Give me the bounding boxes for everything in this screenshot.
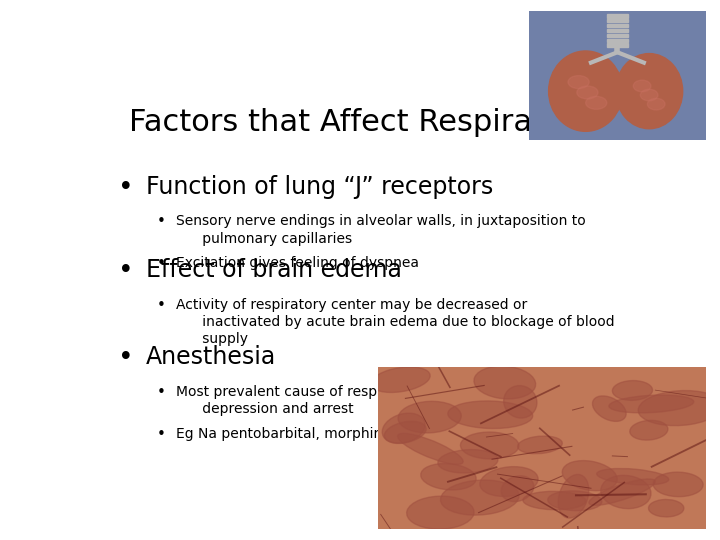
Ellipse shape — [638, 390, 720, 426]
Ellipse shape — [448, 401, 533, 429]
Ellipse shape — [577, 86, 598, 99]
Text: •: • — [157, 427, 166, 442]
Text: •: • — [118, 258, 133, 284]
Ellipse shape — [382, 413, 425, 443]
Ellipse shape — [474, 366, 536, 399]
Bar — [607, 14, 628, 17]
Ellipse shape — [634, 80, 651, 92]
Bar — [607, 24, 628, 28]
FancyBboxPatch shape — [524, 7, 711, 144]
Ellipse shape — [640, 89, 658, 101]
Text: Activity of respiratory center may be decreased or
      inactivated by acute br: Activity of respiratory center may be de… — [176, 298, 615, 346]
Ellipse shape — [613, 381, 652, 400]
Ellipse shape — [407, 496, 474, 529]
Ellipse shape — [558, 475, 589, 518]
Text: •: • — [157, 298, 166, 313]
Bar — [607, 43, 628, 47]
Ellipse shape — [518, 436, 562, 454]
Ellipse shape — [501, 476, 534, 502]
Ellipse shape — [461, 432, 519, 459]
Ellipse shape — [600, 475, 651, 509]
Ellipse shape — [609, 395, 694, 413]
Ellipse shape — [647, 98, 665, 110]
Ellipse shape — [589, 479, 655, 505]
Ellipse shape — [630, 420, 668, 440]
Bar — [607, 38, 628, 42]
Ellipse shape — [549, 51, 623, 131]
Ellipse shape — [653, 472, 703, 497]
Text: •: • — [157, 385, 166, 400]
Ellipse shape — [397, 434, 463, 464]
Bar — [607, 19, 628, 23]
Ellipse shape — [548, 491, 602, 511]
Text: Sensory nerve endings in alveolar walls, in juxtaposition to
      pulmonary cap: Sensory nerve endings in alveolar walls,… — [176, 214, 586, 246]
Text: •: • — [118, 346, 133, 372]
Text: •: • — [118, 175, 133, 201]
Text: Eg Na pentobarbital, morphine overdose: Eg Na pentobarbital, morphine overdose — [176, 427, 459, 441]
Text: Function of lung “J” receptors: Function of lung “J” receptors — [145, 175, 493, 199]
Ellipse shape — [593, 396, 626, 421]
Ellipse shape — [523, 491, 586, 510]
Ellipse shape — [649, 500, 684, 517]
Ellipse shape — [504, 386, 537, 418]
Ellipse shape — [568, 76, 589, 89]
Text: Anesthesia: Anesthesia — [145, 346, 276, 369]
Bar — [607, 33, 628, 37]
Ellipse shape — [371, 367, 430, 393]
Text: Effect of brain edema: Effect of brain edema — [145, 258, 402, 282]
Text: Factors that Affect Respiration: Factors that Affect Respiration — [129, 109, 590, 138]
Ellipse shape — [562, 461, 617, 491]
Ellipse shape — [585, 96, 607, 109]
Ellipse shape — [438, 450, 498, 473]
Text: •: • — [157, 214, 166, 230]
Ellipse shape — [616, 53, 683, 129]
Ellipse shape — [597, 469, 669, 485]
Bar — [607, 29, 628, 32]
Ellipse shape — [480, 467, 538, 496]
Text: Most prevalent cause of respiratory
      depression and arrest: Most prevalent cause of respiratory depr… — [176, 385, 424, 416]
Text: Excitation gives feeling of dyspnea: Excitation gives feeling of dyspnea — [176, 256, 420, 270]
Text: •: • — [157, 256, 166, 271]
Ellipse shape — [384, 421, 426, 443]
Ellipse shape — [420, 463, 476, 490]
Ellipse shape — [441, 480, 519, 515]
Ellipse shape — [398, 401, 462, 433]
